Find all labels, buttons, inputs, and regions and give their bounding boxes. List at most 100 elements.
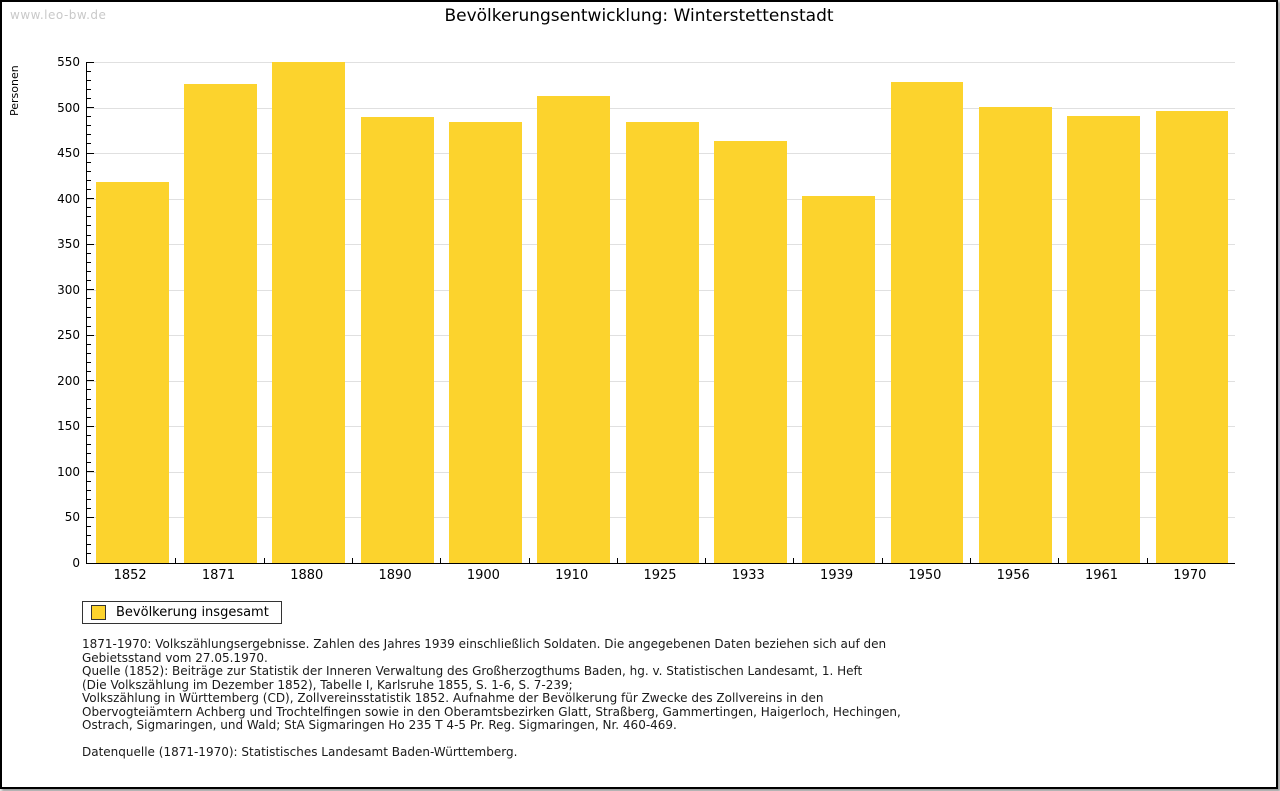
y-minor-tick-10 [87, 553, 91, 555]
y-minor-tick-430 [87, 170, 91, 172]
y-minor-tick-290 [87, 298, 91, 300]
footnote-line: Quelle (1852): Beiträge zur Statistik de… [82, 664, 863, 678]
y-major-tick-100 [87, 471, 94, 473]
x-tick-label-1950: 1950 [908, 568, 942, 583]
bar-1961 [1067, 115, 1141, 563]
bar-1880 [272, 62, 346, 563]
bar-1890 [360, 116, 434, 563]
y-tick-label-450: 450 [57, 146, 80, 161]
y-minor-tick-390 [87, 207, 91, 209]
y-minor-tick-410 [87, 189, 91, 191]
y-tick-label-400: 400 [57, 191, 80, 206]
watermark-leo-bw: www.leo-bw.de [10, 8, 107, 22]
x-tick-label-1933: 1933 [731, 568, 765, 583]
x-tick-label-1970: 1970 [1173, 568, 1207, 583]
y-major-tick-350 [87, 243, 94, 245]
y-minor-tick-110 [87, 462, 91, 464]
y-major-tick-50 [87, 516, 94, 518]
footnote-line: Gebietsstand vom 27.05.1970. [82, 650, 268, 665]
x-boundary-tick-12 [1146, 558, 1148, 563]
y-minor-tick-530 [87, 79, 91, 81]
y-minor-tick-130 [87, 444, 91, 446]
y-minor-tick-330 [87, 261, 91, 263]
y-minor-tick-190 [87, 389, 91, 391]
bar-1900 [449, 122, 522, 563]
x-boundary-tick-9 [881, 558, 883, 563]
bar-1933 [713, 141, 787, 563]
bar-1939 [802, 195, 876, 563]
y-minor-tick-220 [87, 362, 91, 364]
y-minor-tick-380 [87, 216, 91, 218]
x-boundary-tick-3 [351, 558, 353, 563]
footnote-line: Obervogteiämtern Achberg und Trochtelfin… [82, 704, 901, 719]
bar-1925 [625, 122, 699, 563]
y-axis-title: Personen [8, 65, 21, 116]
y-minor-tick-460 [87, 143, 91, 145]
y-minor-tick-210 [87, 371, 91, 373]
x-tick-label-1871: 1871 [201, 568, 235, 583]
y-minor-tick-260 [87, 325, 91, 327]
x-boundary-tick-1 [175, 558, 177, 563]
bar-1852 [95, 182, 169, 563]
x-tick-label-1900: 1900 [466, 568, 500, 583]
y-tick-label-100: 100 [57, 464, 80, 479]
y-tick-label-250: 250 [57, 328, 80, 343]
y-tick-label-50: 50 [64, 510, 80, 525]
bar-1970 [1155, 111, 1229, 563]
source-footnotes: 1871-1970: Volkszählungsergebnisse. Zahl… [82, 637, 1232, 760]
bar-1956 [978, 106, 1052, 563]
y-minor-tick-510 [87, 97, 91, 99]
y-major-tick-0 [87, 562, 94, 564]
y-minor-tick-70 [87, 498, 91, 500]
x-boundary-tick-4 [440, 558, 442, 563]
x-axis-tick-labels: 1852 1871 1880 1890 1900 1910 1925 1933 1939 1950… [86, 568, 1234, 584]
x-boundary-tick-6 [616, 558, 618, 563]
x-tick-label-1852: 1852 [113, 568, 147, 583]
x-tick-label-1890: 1890 [378, 568, 412, 583]
y-minor-tick-320 [87, 271, 91, 272]
y-minor-tick-240 [87, 343, 91, 345]
y-minor-tick-30 [87, 535, 91, 537]
y-tick-label-500: 500 [57, 100, 80, 115]
y-axis-tick-labels: 0 50 100 150 200 250 300 350 400 450 500 550 [50, 55, 80, 570]
y-minor-tick-420 [87, 179, 91, 181]
y-minor-tick-160 [87, 416, 91, 418]
y-minor-tick-90 [87, 480, 91, 482]
y-tick-label-200: 200 [57, 373, 80, 388]
x-boundary-tick-2 [263, 558, 265, 563]
x-tick-label-1956: 1956 [996, 568, 1030, 583]
y-minor-tick-490 [87, 116, 91, 118]
footnote-line: (Die Volkszählung im Dezember 1852), Tab… [82, 677, 573, 692]
y-minor-tick-480 [87, 125, 91, 127]
gridline-550 [87, 62, 1235, 63]
footnote-line: Ostrach, Sigmaringen, und Wald; StA Sigm… [82, 718, 677, 732]
bar-1950 [890, 82, 964, 563]
x-boundary-tick-5 [528, 558, 530, 563]
x-boundary-tick-11 [1058, 558, 1060, 563]
y-minor-tick-440 [87, 161, 91, 163]
y-minor-tick-140 [87, 434, 91, 436]
y-minor-tick-360 [87, 234, 91, 236]
y-minor-tick-20 [87, 544, 91, 546]
x-tick-label-1961: 1961 [1084, 568, 1119, 583]
y-minor-tick-280 [87, 307, 91, 309]
footnote-line: 1871-1970: Volkszählungsergebnisse. Zahl… [82, 637, 887, 651]
plot-area [86, 61, 1235, 564]
y-minor-tick-470 [87, 134, 91, 136]
y-minor-tick-340 [87, 252, 91, 254]
y-major-tick-500 [87, 107, 94, 109]
footnote-datasource: Datenquelle (1871-1970): Statistisches L… [82, 745, 518, 759]
x-boundary-tick-7 [705, 558, 707, 563]
footnote-line: Volkszählung in Württemberg (CD), Zollve… [82, 691, 824, 705]
y-minor-tick-230 [87, 352, 91, 354]
x-tick-label-1880: 1880 [290, 568, 324, 583]
x-boundary-tick-8 [793, 558, 795, 563]
y-major-tick-150 [87, 425, 94, 427]
y-minor-tick-310 [87, 280, 91, 282]
y-minor-tick-80 [87, 489, 91, 491]
y-tick-label-550: 550 [57, 55, 80, 69]
legend-box: Bevölkerung insgesamt [82, 601, 282, 624]
footnote-spacer [82, 733, 1232, 747]
y-major-tick-200 [87, 380, 94, 382]
